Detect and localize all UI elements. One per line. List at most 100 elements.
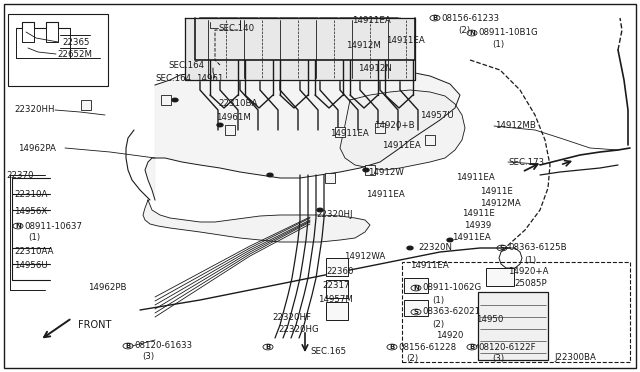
- Text: (1): (1): [524, 256, 536, 264]
- Text: 14920: 14920: [436, 331, 463, 340]
- Text: 22310BA: 22310BA: [218, 99, 257, 108]
- Circle shape: [363, 168, 369, 172]
- Text: SEC.140: SEC.140: [218, 23, 254, 32]
- Text: 22320N: 22320N: [418, 244, 452, 253]
- Text: 22320HG: 22320HG: [278, 326, 319, 334]
- Bar: [425, 135, 435, 145]
- Text: 14950: 14950: [476, 315, 504, 324]
- Text: (2): (2): [432, 320, 444, 328]
- Text: 14912WA: 14912WA: [344, 251, 385, 260]
- Circle shape: [267, 173, 273, 177]
- Text: 08911-1062G: 08911-1062G: [422, 283, 481, 292]
- Text: B: B: [266, 344, 271, 350]
- Text: SEC.164: SEC.164: [155, 74, 191, 83]
- Text: 22320HF: 22320HF: [272, 314, 311, 323]
- Bar: [375, 123, 385, 133]
- Text: 08120-6122F: 08120-6122F: [478, 343, 536, 352]
- Bar: [478, 292, 548, 360]
- Text: 14961M: 14961M: [216, 112, 251, 122]
- Text: SEC.173: SEC.173: [508, 157, 544, 167]
- Text: 14911E: 14911E: [480, 186, 513, 196]
- Text: 14912M: 14912M: [346, 41, 381, 49]
- Text: 14911EA: 14911EA: [456, 173, 495, 182]
- Text: SEC.164: SEC.164: [168, 61, 204, 70]
- Polygon shape: [185, 18, 415, 80]
- Text: 14920+A: 14920+A: [508, 267, 548, 276]
- Text: (1): (1): [28, 232, 40, 241]
- Text: 22320HJ: 22320HJ: [316, 209, 353, 218]
- Bar: [404, 278, 428, 293]
- Text: 08363-62021: 08363-62021: [422, 308, 480, 317]
- Text: 14912W: 14912W: [368, 167, 404, 176]
- Text: 14911EA: 14911EA: [410, 260, 449, 269]
- Text: 08911-10B1G: 08911-10B1G: [478, 28, 538, 36]
- Text: 14912MA: 14912MA: [480, 199, 521, 208]
- Text: 22652M: 22652M: [57, 49, 92, 58]
- Polygon shape: [143, 200, 370, 242]
- Text: 22370: 22370: [6, 170, 33, 180]
- Bar: [335, 127, 345, 137]
- Text: 22320HH: 22320HH: [14, 106, 54, 115]
- Text: SEC.165: SEC.165: [310, 347, 346, 356]
- Text: (1): (1): [432, 295, 444, 305]
- Circle shape: [172, 98, 178, 102]
- Text: 14911EA: 14911EA: [382, 141, 420, 150]
- Text: 14957U: 14957U: [420, 110, 454, 119]
- Bar: [325, 173, 335, 183]
- Text: 22310A: 22310A: [14, 189, 47, 199]
- Text: (1): (1): [492, 39, 504, 48]
- Text: 14956X: 14956X: [14, 206, 47, 215]
- Text: (2): (2): [458, 26, 470, 35]
- Text: 14912MB: 14912MB: [495, 122, 536, 131]
- Text: 14911E: 14911E: [462, 208, 495, 218]
- Bar: [8, 14, 108, 86]
- Bar: [404, 300, 428, 316]
- Polygon shape: [145, 70, 460, 200]
- Text: 14911EA: 14911EA: [352, 16, 391, 25]
- Text: (2): (2): [406, 353, 418, 362]
- Text: 14956U: 14956U: [14, 260, 48, 269]
- Text: 08156-61233: 08156-61233: [441, 13, 499, 22]
- Text: J22300BA: J22300BA: [554, 353, 596, 362]
- Bar: [161, 95, 171, 105]
- Text: 14912N: 14912N: [358, 64, 392, 73]
- Circle shape: [217, 123, 223, 127]
- Text: 14962PA: 14962PA: [18, 144, 56, 153]
- Text: 14961: 14961: [196, 74, 223, 83]
- Bar: [326, 302, 348, 320]
- Text: B: B: [125, 343, 131, 349]
- Text: S: S: [413, 309, 419, 315]
- Text: N: N: [15, 223, 21, 229]
- Polygon shape: [340, 90, 465, 170]
- Text: N: N: [413, 285, 419, 291]
- Text: 22317: 22317: [322, 282, 349, 291]
- Text: (3): (3): [142, 353, 154, 362]
- Text: 25085P: 25085P: [514, 279, 547, 289]
- Text: 14962PB: 14962PB: [88, 283, 127, 292]
- Text: 14957M: 14957M: [318, 295, 353, 305]
- Circle shape: [317, 208, 323, 212]
- Text: B: B: [433, 15, 438, 21]
- Circle shape: [447, 238, 453, 242]
- Text: (3): (3): [492, 353, 504, 362]
- Text: 14911EA: 14911EA: [366, 189, 404, 199]
- Bar: [486, 268, 514, 286]
- Text: 14920+B: 14920+B: [374, 122, 415, 131]
- Text: 22310AA: 22310AA: [14, 247, 54, 256]
- Text: 14911EA: 14911EA: [386, 35, 425, 45]
- Bar: [225, 125, 235, 135]
- Text: B: B: [469, 344, 475, 350]
- Text: 14939: 14939: [464, 221, 492, 230]
- Text: 08120-61633: 08120-61633: [134, 341, 192, 350]
- Text: 08911-10637: 08911-10637: [24, 221, 82, 231]
- Text: 22365: 22365: [62, 38, 90, 46]
- Text: 08156-61228: 08156-61228: [398, 343, 456, 352]
- Bar: [326, 280, 348, 298]
- Text: N: N: [469, 30, 475, 36]
- Bar: [365, 165, 375, 175]
- Bar: [326, 258, 348, 276]
- Text: FRONT: FRONT: [78, 320, 111, 330]
- Text: S: S: [499, 245, 504, 251]
- Text: 14911EA: 14911EA: [330, 128, 369, 138]
- Text: 08363-6125B: 08363-6125B: [508, 244, 566, 253]
